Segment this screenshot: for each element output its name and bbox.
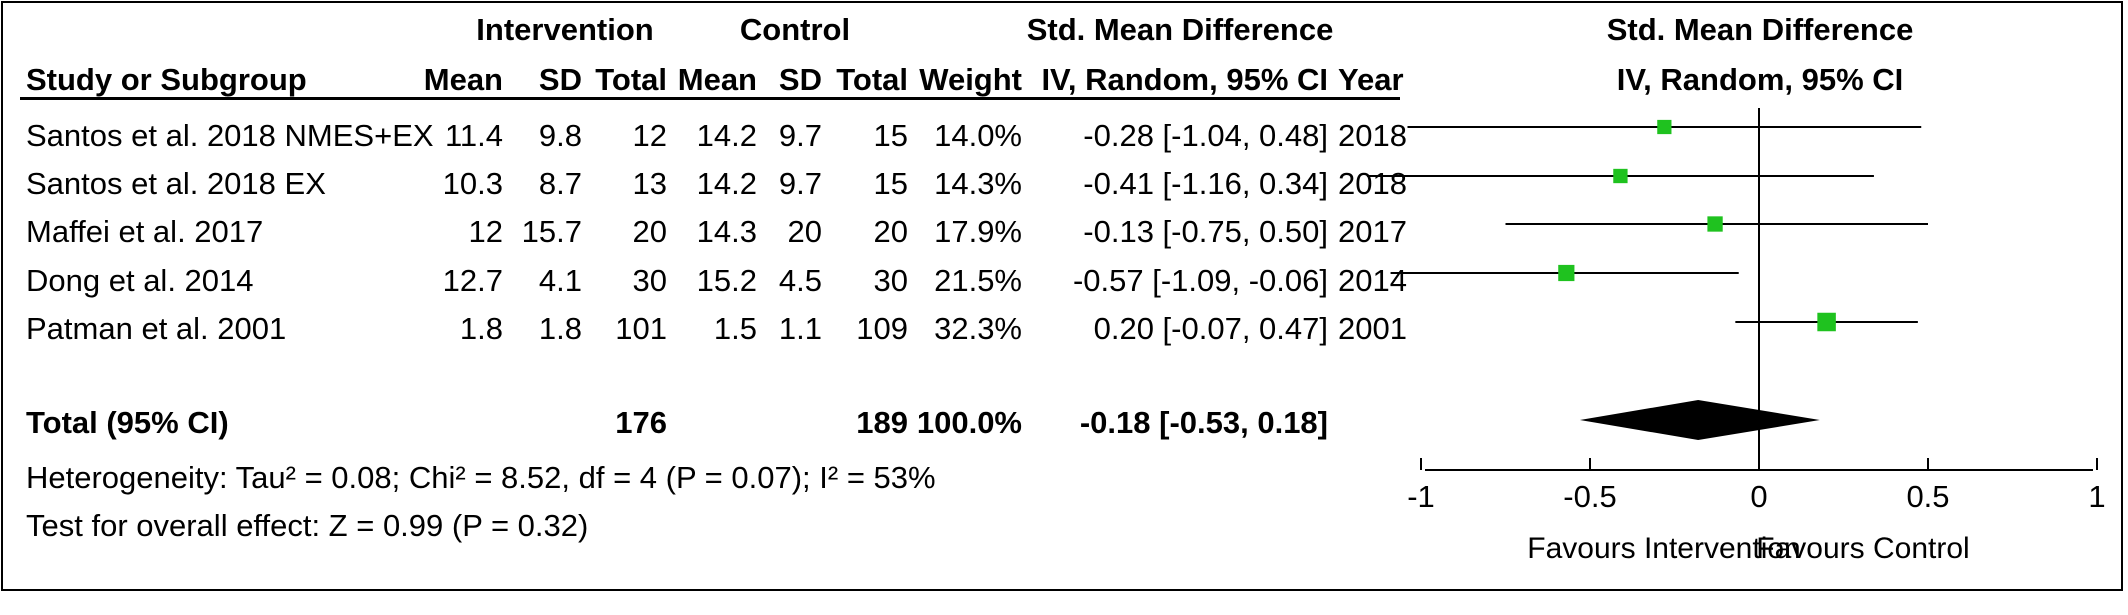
pooled-effect-ci: -0.18 [-0.53, 0.18] [1079,405,1328,440]
x-tick-label: 0 [1750,479,1767,514]
effect-ci: -0.13 [-0.75, 0.50] [1083,214,1328,249]
favours-intervention-label: Favours Intervention [1527,532,1800,565]
sd-intervention: 4.1 [538,263,582,298]
sd-control: 9.7 [778,118,822,153]
col-header-sd-intervention: SD [538,62,582,97]
effect-ci: -0.41 [-1.16, 0.34] [1083,166,1328,201]
mean-control: 15.2 [696,263,757,298]
smd-table-header: Std. Mean Difference [1026,12,1334,47]
intervention-group-header: Intervention [476,12,654,47]
x-tick-label: 1 [2088,479,2105,514]
col-header-mean-intervention: Mean [423,62,503,97]
effect-point [1657,119,1672,135]
heterogeneity-stats: Heterogeneity: Tau² = 0.08; Chi² = 8.52,… [26,460,936,495]
mean-intervention: 12 [468,214,503,249]
total-n-intervention: 176 [615,405,667,440]
total-intervention: 13 [632,166,667,201]
study-year: 2014 [1338,263,1407,298]
total-intervention: 20 [632,214,667,249]
effect-point [1707,216,1723,232]
total-control: 109 [856,311,908,346]
weight: 14.3% [934,166,1022,201]
col-header-study: Study or Subgroup [26,62,307,97]
mean-intervention: 11.4 [444,118,503,153]
sd-intervention: 1.8 [538,311,582,346]
study-name: Santos et al. 2018 NMES+EX [26,118,434,153]
x-tick-label: -0.5 [1563,479,1616,514]
weight: 32.3% [934,311,1022,346]
col-header-weight: Weight [919,62,1022,97]
col-header-sd-control: SD [778,62,822,97]
sd-control: 4.5 [778,263,822,298]
weight: 17.9% [934,214,1022,249]
mean-intervention: 12.7 [442,263,503,298]
figure-frame [1,1,2123,591]
total-control: 30 [873,263,908,298]
study-year: 2018 [1338,166,1407,201]
study-year: 2017 [1338,214,1407,249]
total-intervention: 101 [615,311,667,346]
smd-plot-header: Std. Mean Difference [1606,12,1914,47]
col-header-year: Year [1338,62,1404,97]
weight: 21.5% [934,263,1022,298]
x-axis-ticks: -1 -0.5 0 0.5 1 [1407,458,2106,514]
total-control: 15 [873,118,908,153]
plot-method-header: IV, Random, 95% CI [1616,62,1904,97]
effect-point [1817,312,1836,332]
overall-effect-test: Test for overall effect: Z = 0.99 (P = 0… [26,508,589,543]
mean-intervention: 10.3 [442,166,503,201]
sd-intervention: 9.8 [538,118,582,153]
effect-point [1558,264,1575,282]
total-label: Total (95% CI) [26,405,229,440]
col-header-ci: IV, Random, 95% CI [1041,62,1328,97]
total-intervention: 30 [632,263,667,298]
control-group-header: Control [739,12,851,47]
effect-point [1613,168,1628,184]
mean-control: 14.2 [696,118,757,153]
study-name: Santos et al. 2018 EX [26,166,326,201]
col-header-total-control: Total [836,62,908,97]
effect-ci: 0.20 [-0.07, 0.47] [1093,311,1328,346]
study-name: Maffei et al. 2017 [26,214,264,249]
study-year: 2001 [1338,311,1407,346]
effect-ci: -0.28 [-1.04, 0.48] [1083,118,1328,153]
pooled-diamond [1579,400,1820,440]
sd-intervention: 15.7 [521,214,582,249]
favours-control-label: Favours Control [1756,532,1969,565]
total-control: 20 [873,214,908,249]
header-rule [20,97,1400,100]
x-tick-label: 0.5 [1906,479,1949,514]
mean-control: 14.3 [696,214,757,249]
total-intervention: 12 [632,118,667,153]
sd-control: 1.1 [778,311,822,346]
x-tick-label: -1 [1407,479,1435,514]
col-header-mean-control: Mean [677,62,757,97]
total-n-control: 189 [856,405,908,440]
col-header-total-intervention: Total [595,62,667,97]
weight: 14.0% [934,118,1022,153]
mean-intervention: 1.8 [459,311,503,346]
study-markers [1366,119,1928,332]
total-control: 15 [873,166,908,201]
study-year: 2018 [1338,118,1407,153]
study-name: Patman et al. 2001 [26,311,287,346]
total-weight: 100.0% [916,405,1022,440]
sd-intervention: 8.7 [538,166,582,201]
effect-ci: -0.57 [-1.09, -0.06] [1072,263,1328,298]
sd-control: 9.7 [778,166,822,201]
sd-control: 20 [787,214,822,249]
mean-control: 1.5 [713,311,757,346]
study-name: Dong et al. 2014 [26,263,254,298]
mean-control: 14.2 [696,166,757,201]
